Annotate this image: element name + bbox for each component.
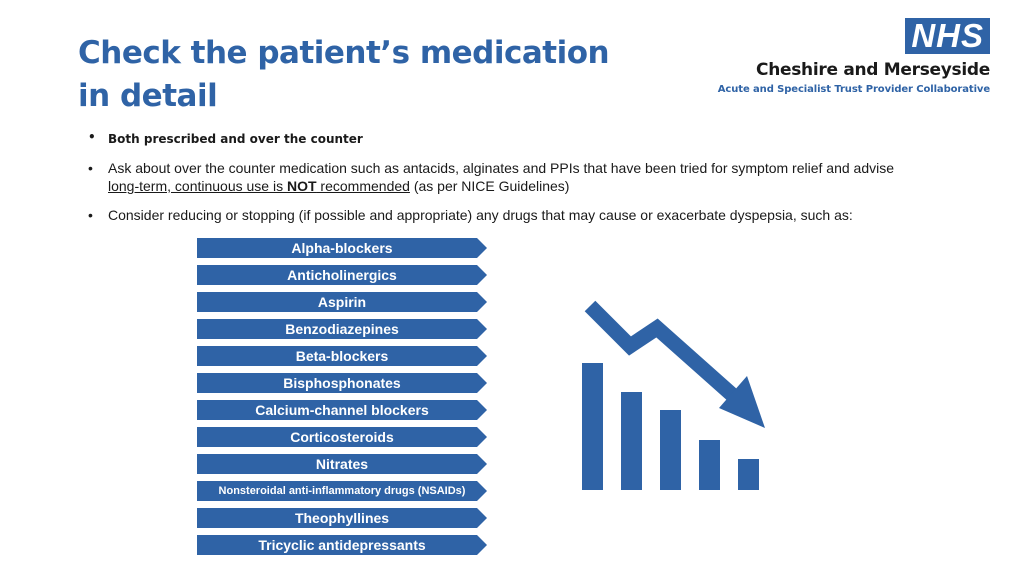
drug-item-anticholinergics: Anticholinergics bbox=[197, 265, 487, 285]
drug-item-alpha-blockers: Alpha-blockers bbox=[197, 238, 487, 258]
drug-item-nsaids: Nonsteroidal anti-inflammatory drugs (NS… bbox=[197, 481, 487, 501]
drug-item-calcium-channel-blockers: Calcium-channel blockers bbox=[197, 400, 487, 420]
nhs-wordmark: NHS bbox=[905, 18, 990, 54]
chart-icon-bar-1 bbox=[582, 363, 603, 490]
bullet-otc-advice: Ask about over the counter medication su… bbox=[88, 159, 988, 195]
title-line-2: in detail bbox=[78, 78, 218, 114]
drug-item-nitrates: Nitrates bbox=[197, 454, 487, 474]
drug-item-aspirin: Aspirin bbox=[197, 292, 487, 312]
bullet-consider-reducing: Consider reducing or stopping (if possib… bbox=[88, 206, 988, 224]
not-emphasis: NOT bbox=[286, 178, 317, 194]
org-subtitle: Acute and Specialist Trust Provider Coll… bbox=[717, 84, 990, 95]
drug-item-tricyclic-antidepressants: Tricyclic antidepressants bbox=[197, 535, 487, 555]
chart-icon-bar-2 bbox=[621, 392, 642, 490]
chart-icon-arrowhead bbox=[719, 376, 765, 428]
otc-advice-text: Ask about over the counter medication su… bbox=[108, 160, 895, 176]
drug-item-theophyllines: Theophyllines bbox=[197, 508, 487, 528]
drug-item-bisphosphonates: Bisphosphonates bbox=[197, 373, 487, 393]
chart-icon-bar-4 bbox=[699, 440, 720, 490]
bullet-list: Both prescribed and over the counter Ask… bbox=[88, 128, 988, 235]
nice-guidelines-note: (as per NICE Guidelines) bbox=[409, 178, 570, 194]
page-title: Check the patient’s medication in detail bbox=[78, 32, 638, 118]
chart-icon-bar-3 bbox=[660, 410, 681, 490]
nhs-logo: NHS Cheshire and Merseyside Acute and Sp… bbox=[690, 18, 991, 96]
drug-item-beta-blockers: Beta-blockers bbox=[197, 346, 487, 366]
chart-icon-trend-line bbox=[584, 300, 752, 414]
otc-advice-underlined: long-term, continuous use is NOT recomme… bbox=[108, 178, 410, 194]
declining-bar-chart-icon bbox=[582, 300, 765, 490]
drug-item-corticosteroids: Corticosteroids bbox=[197, 427, 487, 447]
org-name: Cheshire and Merseyside bbox=[756, 60, 990, 80]
bullet-prescribed-otc: Both prescribed and over the counter bbox=[88, 128, 988, 148]
title-line-1: Check the patient’s medication bbox=[78, 35, 610, 71]
drug-item-benzodiazepines: Benzodiazepines bbox=[197, 319, 487, 339]
chart-icon-bar-5 bbox=[738, 459, 759, 490]
